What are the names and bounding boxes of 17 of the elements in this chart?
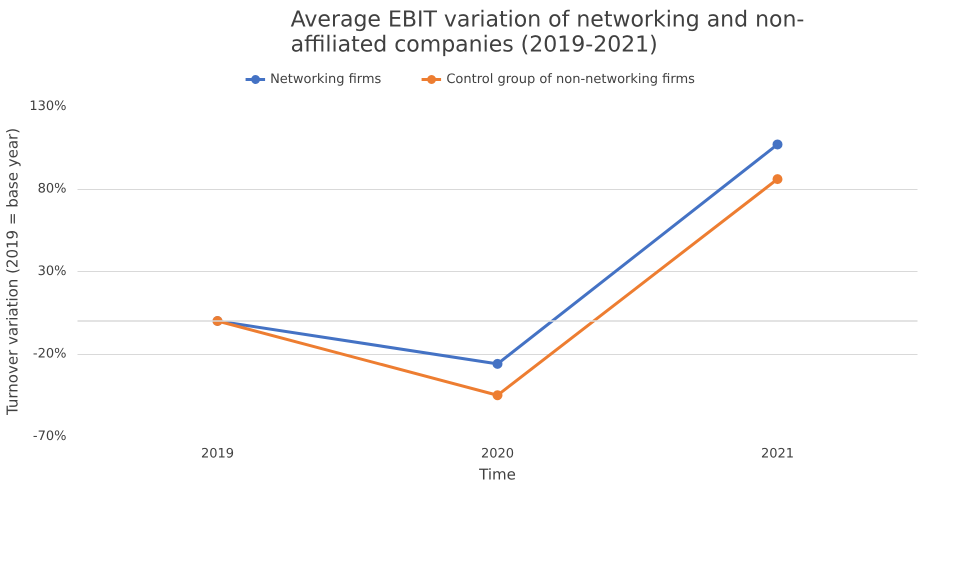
point (492, 390, 502, 400)
x-tick-label: 2021 (760, 446, 794, 462)
point (772, 139, 782, 150)
legend-label: Networking firms (270, 72, 382, 86)
point (772, 174, 782, 184)
y-axis-title: Turnover variation (2019 = base year) (3, 128, 22, 416)
y-tick-label: 80% (38, 182, 67, 196)
x-axis-title: Time (478, 466, 516, 484)
y-tick-label: 30% (38, 264, 67, 279)
x-tick-label: 2020 (480, 446, 514, 462)
y-tick-label: 130% (29, 99, 67, 114)
y-tick-label: -70% (32, 429, 67, 444)
point (492, 358, 502, 369)
x-tick-label: 2019 (200, 446, 234, 462)
y-tick-label: -20% (32, 346, 67, 362)
chart-title: Average EBIT variation of networking and non-affiliated companies (2019-2021) (290, 8, 804, 58)
legend-label: Control group of non-networking firms (446, 72, 695, 86)
